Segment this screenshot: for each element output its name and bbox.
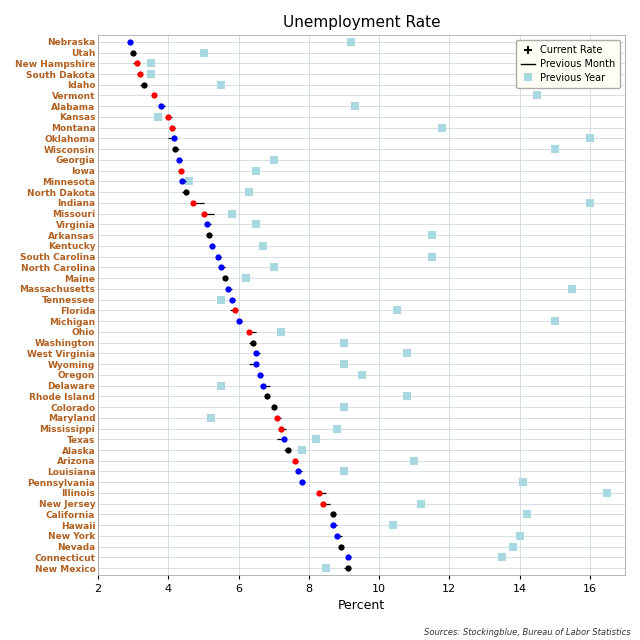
Title: Unemployment Rate: Unemployment Rate [283,15,440,30]
Text: Sources: Stockingblue, Bureau of Labor Statistics: Sources: Stockingblue, Bureau of Labor S… [424,628,630,637]
X-axis label: Percent: Percent [338,599,385,612]
Legend: Current Rate, Previous Month, Previous Year: Current Rate, Previous Month, Previous Y… [516,40,620,88]
